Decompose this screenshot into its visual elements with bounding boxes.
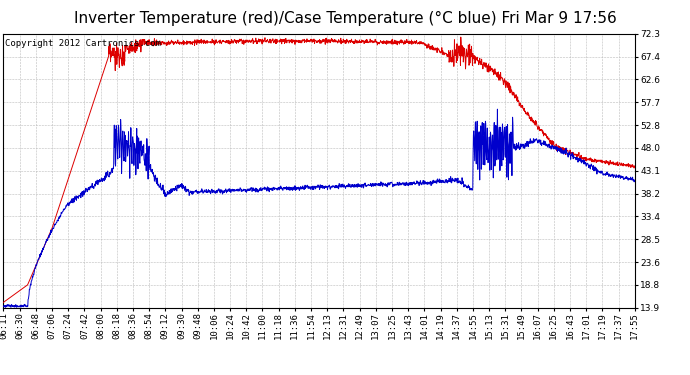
Text: Copyright 2012 Cartronics.com: Copyright 2012 Cartronics.com (5, 39, 161, 48)
Text: Inverter Temperature (red)/Case Temperature (°C blue) Fri Mar 9 17:56: Inverter Temperature (red)/Case Temperat… (74, 11, 616, 26)
